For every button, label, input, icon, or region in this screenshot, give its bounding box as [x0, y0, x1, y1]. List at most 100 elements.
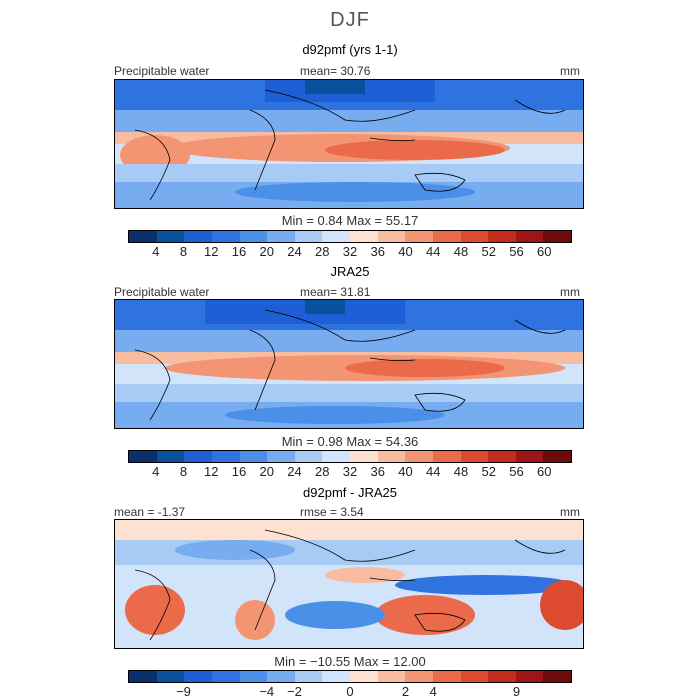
colorbar-tick-label: 0 — [346, 684, 354, 699]
panel-1-unit: mm — [560, 64, 580, 78]
colorbar-segment — [294, 671, 323, 682]
colorbar-segment — [322, 451, 350, 462]
panel-3-map — [114, 519, 584, 649]
colorbar-segment — [322, 231, 350, 242]
colorbar-segment — [543, 671, 571, 682]
panel-2-variable-label: Precipitable water — [114, 285, 210, 299]
colorbar-segment — [488, 451, 516, 462]
colorbar-segment — [129, 231, 157, 242]
colorbar-segment — [460, 231, 489, 242]
colorbar-tick-label: 52 — [481, 464, 496, 479]
colorbar-segment — [515, 451, 544, 462]
panel-2-colorbar — [128, 450, 572, 463]
colorbar-tick-label: 32 — [342, 464, 358, 479]
colorbar-segment — [405, 231, 433, 242]
colorbar-segment — [239, 231, 268, 242]
colorbar-tick-label: 36 — [370, 464, 385, 479]
colorbar-segment — [515, 231, 544, 242]
colorbar-segment — [515, 671, 544, 682]
colorbar-tick-label: 4 — [152, 244, 160, 259]
colorbar-tick-label: −9 — [176, 684, 191, 699]
colorbar-segment — [156, 231, 185, 242]
panel-2-minmax: Min = 0.98 Max = 54.36 — [281, 434, 419, 449]
colorbar-segment — [267, 671, 295, 682]
colorbar-segment — [488, 231, 516, 242]
colorbar-tick-label: 48 — [453, 244, 469, 259]
colorbar-tick-label: 56 — [509, 464, 524, 479]
colorbar-tick-label: 44 — [426, 464, 441, 479]
colorbar-tick-label: 40 — [398, 244, 413, 259]
colorbar-tick-label: −2 — [287, 684, 302, 699]
colorbar-segment — [432, 451, 461, 462]
colorbar-tick-label: 36 — [370, 244, 385, 259]
colorbar-tick-label: 2 — [401, 684, 410, 699]
colorbar-segment — [294, 451, 323, 462]
colorbar-tick-label: 48 — [453, 464, 469, 479]
colorbar-segment — [129, 451, 157, 462]
colorbar-segment — [184, 451, 212, 462]
colorbar-tick-label: 12 — [204, 464, 219, 479]
colorbar-segment — [350, 671, 378, 682]
colorbar-tick-label: 60 — [537, 244, 552, 259]
colorbar-tick-label: 20 — [259, 244, 274, 259]
colorbar-tick-label: −4 — [259, 684, 275, 699]
colorbar-tick-label: 20 — [259, 464, 274, 479]
colorbar-segment — [156, 671, 185, 682]
colorbar-segment — [432, 231, 461, 242]
panel-1-colorbar-ticks: 4 8 12 16 20 24 28 32 36 40 44 48 52 56 60 — [128, 244, 572, 260]
colorbar-segment — [267, 231, 295, 242]
colorbar-segment — [377, 231, 406, 242]
colorbar-tick-label: 24 — [287, 244, 302, 259]
colorbar-segment — [432, 671, 461, 682]
colorbar-tick-label: 52 — [481, 244, 496, 259]
colorbar-segment — [543, 451, 571, 462]
colorbar-tick-label: 9 — [512, 684, 521, 699]
colorbar-tick-label: 16 — [231, 244, 247, 259]
panel-1-minmax: Min = 0.84 Max = 55.17 — [281, 213, 419, 228]
colorbar-segment — [294, 231, 323, 242]
colorbar-tick-label: 28 — [315, 244, 330, 259]
panel-2-unit: mm — [560, 285, 580, 299]
colorbar-segment — [184, 231, 212, 242]
colorbar-tick-label: 4 — [152, 464, 160, 479]
colorbar-segment — [239, 671, 268, 682]
panel-1-variable-label: Precipitable water — [114, 64, 210, 78]
colorbar-segment — [156, 451, 185, 462]
panel-1-title: d92pmf (yrs 1-1) — [302, 42, 398, 57]
colorbar-tick-label: 28 — [315, 464, 330, 479]
panel-3-colorbar — [128, 670, 572, 683]
colorbar-segment — [350, 231, 378, 242]
colorbar-segment — [377, 451, 406, 462]
colorbar-segment — [211, 451, 240, 462]
colorbar-tick-label: 24 — [287, 464, 302, 479]
panel-3-colorbar-ticks: −9 −4 −2 0 2 4 9 — [128, 684, 572, 700]
colorbar-segment — [211, 231, 240, 242]
panel-2-title: JRA25 — [330, 264, 370, 279]
colorbar-segment — [239, 451, 268, 462]
colorbar-tick-label: 60 — [537, 464, 552, 479]
panel-3-mean: mean = -1.37 — [114, 505, 186, 519]
panel-1-colorbar — [128, 230, 572, 243]
colorbar-tick-label: 16 — [231, 464, 247, 479]
colorbar-tick-label: 8 — [179, 464, 188, 479]
colorbar-tick-label: 44 — [426, 244, 441, 259]
colorbar-segment — [267, 451, 295, 462]
panel-2-map — [114, 299, 584, 429]
colorbar-segment — [405, 671, 433, 682]
panel-3-rmse: rmse = 3.54 — [300, 505, 364, 519]
colorbar-tick-label: 4 — [429, 684, 437, 699]
panel-1-map — [114, 79, 584, 209]
colorbar-segment — [350, 451, 378, 462]
colorbar-tick-label: 8 — [179, 244, 188, 259]
panel-2-colorbar-ticks: 4 8 12 16 20 24 28 32 36 40 44 48 52 56 60 — [128, 464, 572, 480]
colorbar-segment — [405, 451, 433, 462]
colorbar-tick-label: 12 — [204, 244, 219, 259]
colorbar-tick-label: 56 — [509, 244, 524, 259]
figure-title: DJF — [330, 9, 370, 31]
colorbar-segment — [460, 671, 489, 682]
colorbar-tick-label: 32 — [342, 244, 358, 259]
panel-3-title: d92pmf - JRA25 — [303, 485, 397, 500]
colorbar-segment — [543, 231, 571, 242]
panel-1-mean: mean= 30.76 — [300, 64, 371, 78]
panel-3-unit: mm — [560, 505, 580, 519]
